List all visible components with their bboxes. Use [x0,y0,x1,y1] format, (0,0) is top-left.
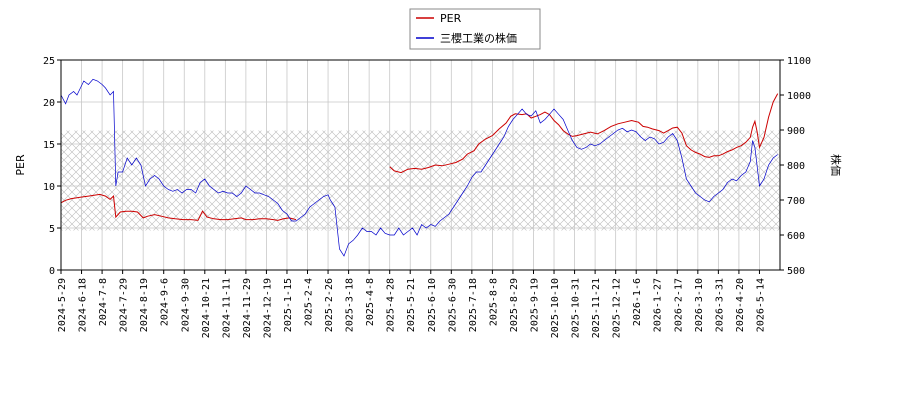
right-tick-label: 700 [787,196,805,207]
x-tick-label: 2025-3-18 [345,278,356,332]
x-tick-label: 2024-11-29 [242,278,253,338]
x-tick-label: 2024-7-29 [119,278,130,332]
x-tick-label: 2025-4-28 [386,278,397,332]
x-tick-label: 2025-8-29 [509,278,520,332]
x-tick-label: 2024-9-30 [180,278,191,332]
x-tick-label: 2026-5-14 [755,278,766,332]
x-tick-label: 2025-9-19 [529,278,540,332]
x-tick-label: 2024-6-18 [78,278,89,332]
x-tick-label: 2025-1-15 [283,278,294,332]
x-tick-label: 2025-12-12 [612,278,623,338]
x-tick-label: 2026-3-31 [714,278,725,332]
right-tick-label: 1000 [787,91,811,102]
x-tick-label: 2024-5-29 [57,278,68,332]
x-tick-label: 2024-10-21 [201,278,212,338]
x-tick-label: 2024-11-11 [221,278,232,338]
x-tick-label: 2025-8-8 [488,278,499,326]
x-tick-label: 2025-6-30 [447,278,458,332]
x-tick-label: 2025-2-4 [304,278,315,326]
x-tick-label: 2026-1-6 [632,278,643,326]
x-tick-label: 2026-2-17 [673,278,684,332]
x-tick-label: 2025-6-10 [427,278,438,332]
x-tick-label: 2025-10-31 [571,278,582,338]
left-tick-label: 5 [49,224,55,235]
x-tick-label: 2025-4-8 [365,278,376,326]
x-tick-label: 2024-9-6 [160,278,171,326]
stock-price-line [61,78,778,257]
legend-box [409,8,541,50]
x-tick-label: 2025-11-21 [591,278,602,338]
legend: PER 三櫻工業の株価 [409,8,541,50]
x-tick-label: 2025-5-21 [406,278,417,332]
hatched-band [61,130,780,231]
x-tick-label: 2025-10-10 [550,278,561,338]
x-tick-label: 2026-3-10 [694,278,705,332]
x-axis-ticks: 2024-5-29 2024-6-18 2024-7-8 2024-7-29 2024-… [57,270,766,338]
left-tick-label: 25 [43,56,55,67]
x-tick-label: 2026-1-27 [653,278,664,332]
left-tick-label: 20 [43,98,55,109]
right-tick-label: 1100 [787,56,811,67]
right-tick-label: 600 [787,231,805,242]
x-tick-label: 2024-7-8 [98,278,109,326]
x-tick-label: 2025-2-26 [324,278,335,332]
left-tick-label: 15 [43,140,55,151]
left-axis-label: PER [14,154,27,176]
right-axis-ticks: 500 600 700 800 900 1000 1100 [780,56,811,277]
right-tick-label: 900 [787,126,805,137]
per-line [61,93,779,221]
right-tick-label: 800 [787,161,805,172]
legend-label-stock-price: 三櫻工業の株価 [440,31,517,45]
legend-label-per: PER [440,12,462,25]
x-tick-label: 2024-12-19 [262,278,273,338]
right-tick-label: 500 [787,266,805,277]
x-tick-label: 2026-4-20 [735,278,746,332]
right-axis-label: 株価 [829,154,843,176]
x-tick-label: 2024-8-19 [139,278,150,332]
left-axis-ticks: 0 5 10 15 20 25 [43,56,61,277]
x-tick-label: 2025-7-18 [468,278,479,332]
left-tick-label: 10 [43,182,55,193]
left-tick-label: 0 [49,266,55,277]
grid-lines [61,59,780,271]
